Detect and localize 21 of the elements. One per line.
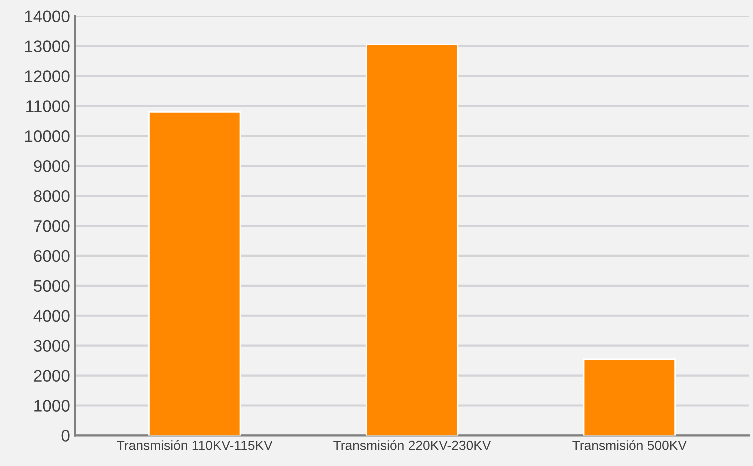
y-tick-label: 0 [62, 430, 70, 442]
y-tick-label: 4000 [34, 310, 70, 322]
y-tick-label: 7000 [34, 220, 70, 232]
x-tick-label: Transmisión 110KV-115KV [117, 440, 273, 450]
y-tick-label: 3000 [34, 340, 70, 352]
y-tick-label: 11000 [26, 100, 70, 112]
y-tick-label: 6000 [34, 250, 70, 262]
y-tick-label: 8000 [34, 190, 70, 202]
bar [583, 358, 676, 436]
y-tick-label: 10000 [25, 130, 70, 142]
y-tick-label: 12000 [25, 70, 70, 82]
y-tick-label: 1000 [34, 400, 70, 412]
x-tick-label: Transmisión 500KV [572, 440, 687, 450]
y-tick-label: 9000 [34, 160, 70, 172]
y-tick-label: 5000 [34, 280, 70, 292]
bar [366, 44, 459, 436]
bar [148, 111, 242, 436]
x-tick-label: Transmisión 220KV-230KV [334, 440, 492, 450]
y-tick-label: 14000 [25, 10, 70, 23]
y-tick-label: 2000 [34, 370, 70, 382]
y-tick-label: 13000 [25, 40, 70, 52]
